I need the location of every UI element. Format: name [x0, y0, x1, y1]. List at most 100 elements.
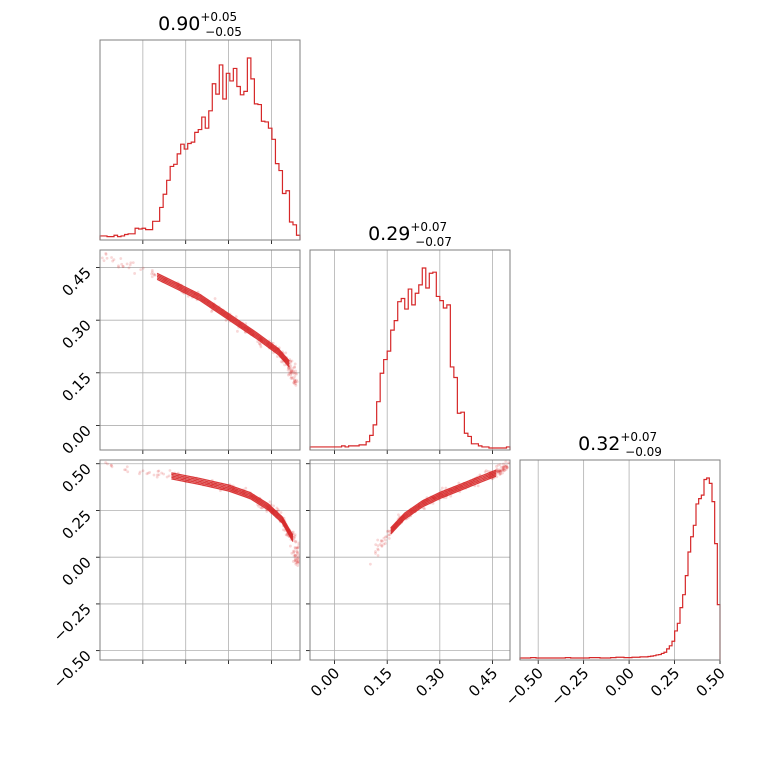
scatter-1-0-sample-point	[290, 370, 293, 373]
scatter-1-0-sample-point	[291, 369, 294, 373]
scatter-1-0-sample-point	[294, 369, 298, 373]
scatter-2-1-contour	[390, 472, 497, 532]
scatter-2-1-sample-point	[449, 494, 453, 498]
scatter-1-0-sample-point	[120, 262, 124, 266]
scatter-1-0-sample-point	[287, 366, 290, 370]
scatter-1-0-sample-point	[295, 372, 298, 376]
scatter-1-0-sample-point	[290, 371, 293, 375]
scatter-2-0-sample-point	[292, 536, 296, 540]
scatter-2-0-sample-point	[281, 528, 285, 532]
scatter-2-1-frame	[309, 459, 511, 661]
scatter-2-1-sample-point	[505, 465, 509, 469]
title-0-sub: −0.05	[205, 25, 242, 39]
scatter-2-0-sample-point	[109, 463, 113, 467]
scatter-2-0-sample-point	[146, 471, 150, 475]
scatter-1-0-sample-point	[121, 264, 125, 268]
scatter-2-0-sample-point	[297, 545, 300, 549]
scatter-2-0-ytick-label: −0.50	[50, 647, 95, 692]
scatter-2-1-sample-point	[505, 466, 509, 469]
scatter-2-0-contour	[171, 476, 294, 541]
scatter-1-0-sample-point	[117, 265, 120, 269]
scatter-2-1-sample-point	[498, 472, 502, 476]
scatter-1-0-sample-point	[276, 355, 279, 358]
diag-2-histogram	[519, 477, 721, 660]
scatter-1-0-sample-point	[294, 382, 298, 385]
scatter-1-0-sample-point	[102, 259, 106, 263]
scatter-2-1-sample-point	[374, 550, 377, 553]
scatter-2-1-sample-point	[384, 538, 387, 542]
scatter-2-1-sample-point	[497, 470, 501, 474]
scatter-2-1-sample-point	[501, 471, 504, 475]
scatter-2-1-contour	[390, 473, 497, 533]
scatter-2-0-sample-point	[268, 500, 272, 504]
scatter-1-0-sample-point	[284, 351, 288, 355]
scatter-2-0-sample-point	[295, 557, 299, 561]
scatter-2-0-sample-point	[294, 562, 298, 566]
scatter-2-1-sample-point	[505, 466, 509, 470]
scatter-2-1-sample-point	[382, 536, 386, 540]
scatter-2-1-sample-point	[385, 535, 389, 539]
scatter-2-0-sample-point	[293, 559, 297, 562]
scatter-2-1-sample-point	[388, 530, 391, 534]
scatter-2-0-ytick-label: 0.25	[58, 507, 94, 543]
scatter-2-0-sample-point	[244, 486, 248, 490]
scatter-2-0-sample-point	[294, 553, 297, 557]
scatter-2-1-sample-point	[368, 562, 372, 566]
scatter-2-1-sample-point	[378, 542, 382, 546]
scatter-1-0-sample-point	[290, 372, 294, 375]
scatter-1-0-sample-point	[105, 256, 109, 260]
scatter-2-1-sample-point	[502, 469, 506, 473]
scatter-2-0-sample-point	[293, 556, 297, 560]
scatter-2-1-sample-point	[505, 464, 509, 467]
scatter-1-0-sample-point	[290, 359, 294, 363]
scatter-2-1-sample-point	[499, 472, 503, 476]
scatter-2-1-sample-point	[388, 533, 391, 537]
scatter-1-0-contour	[156, 278, 290, 368]
scatter-2-1-xtick-label: 0.15	[360, 664, 396, 700]
diag-2-xtick-label: 0.50	[692, 664, 728, 700]
scatter-2-0-sample-point	[297, 558, 300, 561]
scatter-2-0-sample-point	[157, 473, 161, 477]
scatter-1-0-sample-point	[259, 343, 262, 347]
scatter-1-0-sample-point	[293, 362, 297, 366]
scatter-1-0-sample-point	[95, 248, 98, 251]
scatter-2-0-sample-point	[279, 511, 283, 514]
scatter-2-0-sample-point	[165, 475, 169, 479]
scatter-2-1-xtick-label: 0.00	[307, 664, 343, 700]
title-param-0: 0.90+0.05 −0.05	[158, 10, 242, 39]
scatter-2-1-sample-point	[498, 463, 502, 466]
diag-2-xtick-label: −0.50	[502, 664, 547, 709]
scatter-2-0-sample-point	[126, 470, 130, 474]
scatter-2-0-contour	[171, 472, 294, 536]
scatter-1-0-sample-point	[256, 340, 260, 343]
scatter-2-0-sample-point	[292, 549, 295, 553]
scatter-1-0-sample-point	[152, 272, 156, 276]
scatter-2-1-sample-point	[423, 507, 426, 511]
diag-1-frame	[309, 249, 511, 451]
scatter-2-0-sample-point	[97, 464, 100, 467]
scatter-2-0-sample-point	[295, 546, 299, 549]
scatter-2-1-sample-point	[497, 469, 501, 473]
title-0-main: 0.90	[158, 13, 200, 35]
scatter-2-0-points	[97, 461, 300, 567]
scatter-1-0-sample-point	[288, 367, 292, 371]
diag-1	[309, 249, 511, 454]
scatter-1-0-sample-point	[287, 372, 291, 376]
scatter-2-1-sample-point	[497, 471, 501, 474]
scatter-2-1-sample-point	[495, 475, 499, 479]
scatter-2-0-sample-point	[296, 557, 300, 560]
scatter-2-0-ytick-label: 0.00	[58, 553, 94, 589]
scatter-2-0-sample-point	[294, 539, 298, 543]
scatter-1-0-sample-point	[293, 378, 296, 382]
scatter-2-1-sample-point	[499, 465, 503, 469]
scatter-2-0-contour	[171, 475, 294, 539]
scatter-1-0-sample-point	[293, 366, 296, 370]
scatter-2-0-sample-point	[257, 504, 261, 508]
scatter-2-1-sample-point	[498, 470, 502, 473]
scatter-1-0-sample-point	[289, 373, 292, 377]
scatter-2-1-sample-point	[501, 467, 505, 471]
scatter-2-0-sample-point	[296, 560, 299, 564]
scatter-2-0-sample-point	[167, 474, 171, 478]
scatter-1-0-sample-point	[150, 270, 154, 274]
scatter-1-0-sample-point	[290, 377, 294, 380]
